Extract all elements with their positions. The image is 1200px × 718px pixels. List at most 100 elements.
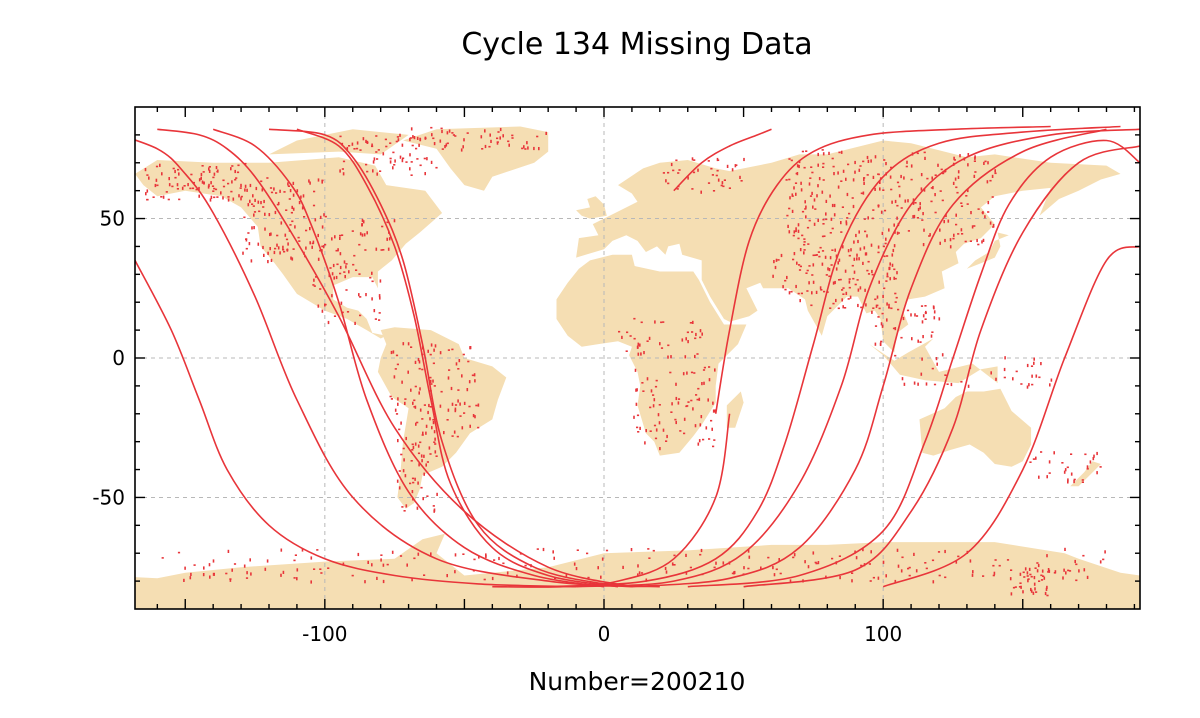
missing-data-point <box>805 272 808 274</box>
missing-data-point <box>938 317 941 321</box>
missing-data-point <box>633 415 635 419</box>
missing-data-point <box>336 263 339 266</box>
missing-data-point <box>822 218 825 221</box>
missing-data-point <box>283 191 286 193</box>
missing-data-point <box>701 573 704 576</box>
missing-data-point <box>860 564 863 567</box>
missing-data-point <box>882 245 885 248</box>
missing-data-point <box>699 329 702 333</box>
missing-data-point <box>811 191 813 195</box>
missing-data-point <box>944 576 947 579</box>
missing-data-point <box>424 172 426 176</box>
missing-data-point <box>200 172 203 177</box>
missing-data-point <box>393 164 396 166</box>
missing-data-point <box>955 223 958 226</box>
missing-data-point <box>733 570 736 575</box>
missing-data-point <box>433 142 436 146</box>
missing-data-point <box>859 247 862 251</box>
missing-data-point <box>369 276 372 279</box>
missing-data-point <box>712 409 715 413</box>
missing-data-point <box>477 426 480 429</box>
missing-data-point <box>992 564 995 567</box>
missing-data-point <box>439 404 442 408</box>
missing-data-point <box>552 550 554 554</box>
missing-data-point <box>366 231 368 235</box>
missing-data-point <box>399 155 402 159</box>
missing-data-point <box>216 196 219 198</box>
missing-data-point <box>230 167 232 171</box>
missing-data-point <box>403 458 405 462</box>
missing-data-point <box>366 141 369 144</box>
missing-data-point <box>413 136 416 140</box>
missing-data-point <box>311 245 313 249</box>
missing-data-point <box>684 355 687 359</box>
missing-data-point <box>244 162 247 165</box>
missing-data-point <box>715 174 718 177</box>
missing-data-point <box>877 316 880 318</box>
missing-data-point <box>310 580 312 584</box>
missing-data-point <box>245 577 249 579</box>
missing-data-point <box>677 398 681 400</box>
missing-data-point <box>146 198 149 201</box>
missing-data-point <box>885 162 887 166</box>
missing-data-point <box>840 180 843 182</box>
missing-data-point <box>359 149 362 151</box>
missing-data-point <box>354 321 356 325</box>
missing-data-point <box>866 155 869 160</box>
missing-data-point <box>697 387 700 390</box>
missing-data-point <box>896 216 898 220</box>
missing-data-point <box>1024 567 1027 571</box>
missing-data-point <box>468 405 471 408</box>
missing-data-point <box>284 233 287 237</box>
missing-data-point <box>787 224 789 228</box>
missing-data-point <box>1019 572 1022 576</box>
missing-data-point <box>640 352 642 356</box>
missing-data-point <box>884 242 887 245</box>
missing-data-point <box>801 210 805 213</box>
missing-data-point <box>198 178 201 182</box>
missing-data-point <box>426 461 429 463</box>
ground-track-9 <box>714 125 1051 414</box>
land-south-america <box>377 327 507 509</box>
missing-data-point <box>148 176 150 180</box>
missing-data-point <box>686 331 689 334</box>
missing-data-point <box>837 307 840 310</box>
missing-data-point <box>434 443 437 445</box>
missing-data-point <box>1031 374 1033 378</box>
missing-data-point <box>421 353 424 356</box>
missing-data-point <box>244 188 246 192</box>
missing-data-point <box>886 255 889 257</box>
missing-data-point <box>687 176 689 180</box>
missing-data-point <box>947 219 950 223</box>
missing-data-point <box>794 182 798 184</box>
missing-data-point <box>378 294 381 298</box>
missing-data-point <box>1074 559 1076 564</box>
missing-data-point <box>944 549 946 554</box>
missing-data-point <box>811 291 813 295</box>
missing-data-point <box>1065 571 1067 575</box>
missing-data-point <box>444 145 446 149</box>
missing-data-point <box>573 562 576 566</box>
missing-data-point <box>371 297 373 301</box>
missing-data-point <box>345 263 348 265</box>
missing-data-point <box>417 358 420 362</box>
missing-data-point <box>891 200 893 204</box>
missing-data-point <box>1042 575 1045 577</box>
missing-data-point <box>967 384 970 388</box>
missing-data-point <box>640 321 643 324</box>
missing-data-point <box>782 285 784 289</box>
missing-data-point <box>1035 374 1038 378</box>
missing-data-point <box>545 131 547 135</box>
missing-data-point <box>701 332 703 336</box>
missing-data-point <box>1075 579 1078 582</box>
x-tick-label: 0 <box>598 622 611 646</box>
missing-data-point <box>363 233 366 237</box>
missing-data-point <box>446 131 449 135</box>
missing-data-point <box>871 310 873 314</box>
missing-data-point <box>892 248 895 253</box>
missing-data-point <box>648 557 651 559</box>
missing-data-point <box>905 165 908 168</box>
missing-data-point <box>913 381 916 385</box>
missing-data-point <box>810 166 813 168</box>
